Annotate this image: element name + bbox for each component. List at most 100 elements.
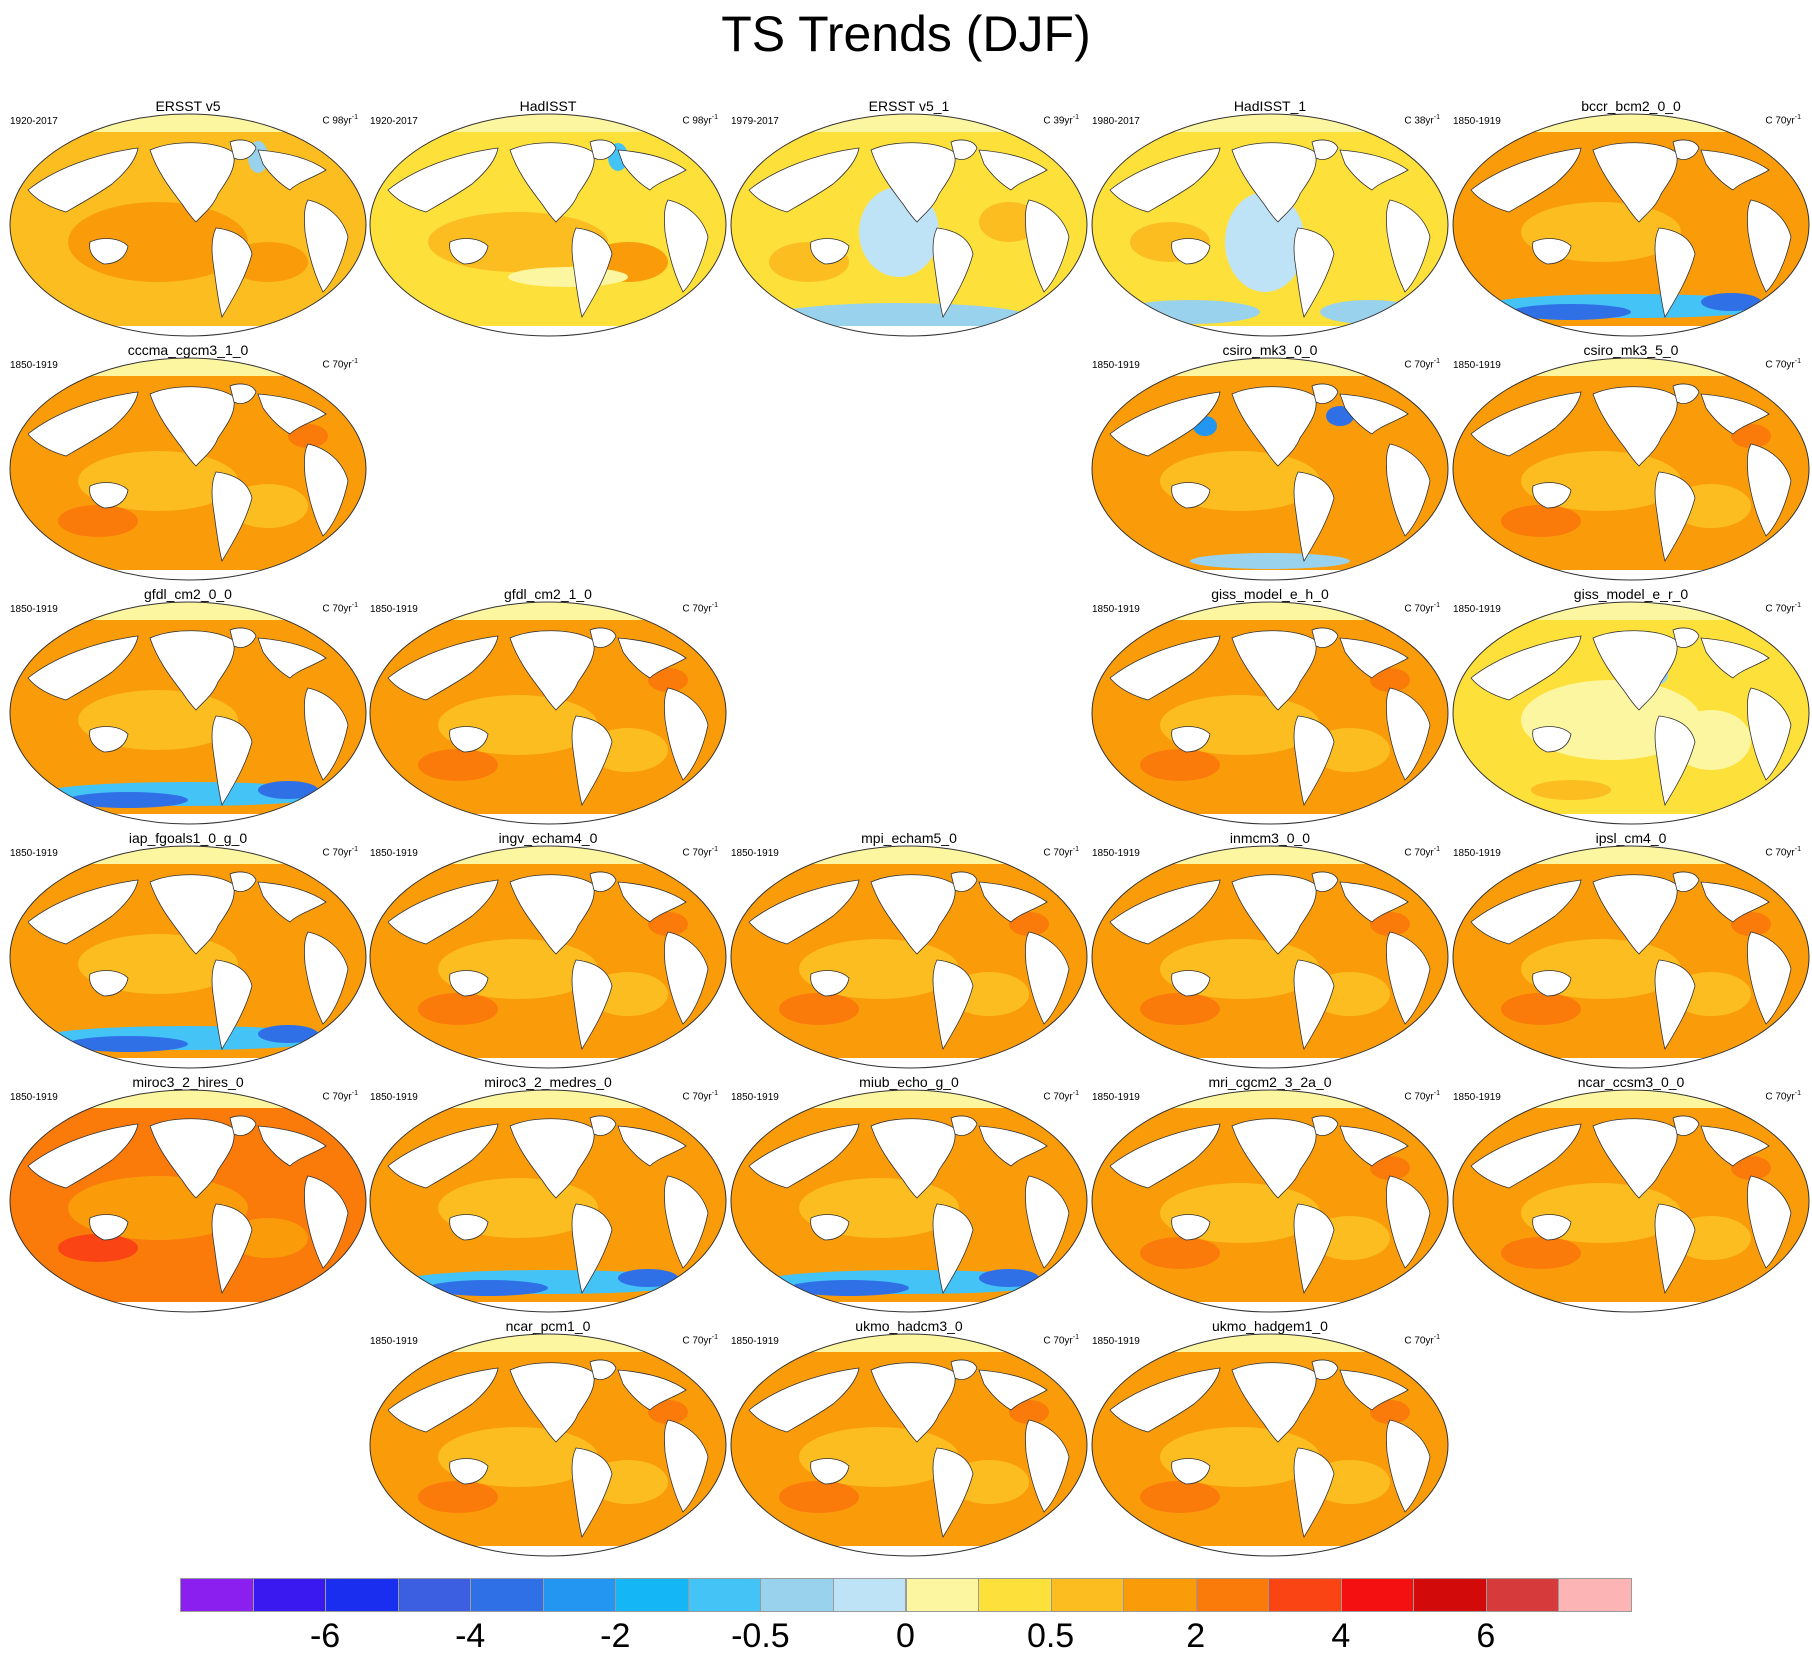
land-mass: [1171, 238, 1211, 265]
panel-unit: C 70yr-1: [1043, 846, 1079, 859]
map-border: [1091, 113, 1449, 337]
antarctica: [10, 814, 366, 824]
panel-period: 1850-1919: [1092, 848, 1140, 859]
land-mass: [509, 630, 595, 711]
trend-map: [1452, 357, 1810, 581]
land-mass: [1171, 1458, 1211, 1485]
land-mass: [27, 147, 139, 213]
land-mass: [589, 1115, 617, 1136]
trend-contour: [1320, 300, 1420, 324]
land-mass: [1231, 386, 1317, 467]
trend-contour: [979, 202, 1039, 242]
trend-contour: [1140, 993, 1220, 1025]
colorbar-box: [542, 1578, 617, 1612]
colorbar-box: [1558, 1578, 1632, 1612]
colorbar-box: [905, 1578, 980, 1612]
ocean-field: [370, 114, 726, 336]
map-border: [1452, 1089, 1810, 1313]
panel-unit: C 70yr-1: [1043, 1090, 1079, 1103]
land-mass: [748, 1367, 860, 1433]
land-mass: [449, 970, 489, 997]
panel-title: ncar_pcm1_0: [505, 1318, 591, 1334]
antarctica: [370, 814, 726, 824]
land-mass: [27, 391, 139, 457]
land-mass: [229, 871, 257, 892]
land-mass: [1311, 871, 1339, 892]
land-mass: [1654, 959, 1696, 1051]
antarctica: [1453, 326, 1809, 336]
panel-title: inmcm3_0_0: [1229, 830, 1311, 846]
land-mass: [1386, 687, 1431, 781]
land-mass: [1109, 147, 1221, 213]
land-mass: [1231, 1118, 1317, 1199]
ocean-field: [1092, 1090, 1448, 1312]
land-mass: [1470, 635, 1582, 701]
map-panel: gfdl_cm2_1_0 1850-1919 C 70yr-1: [368, 586, 728, 826]
trend-map: [1452, 113, 1810, 337]
trend-contour: [58, 505, 138, 537]
panel-unit: C 70yr-1: [1765, 1090, 1801, 1103]
land-mass: [1025, 199, 1070, 293]
land-mass: [1747, 1175, 1792, 1269]
map-border: [1452, 357, 1810, 581]
land-mass: [387, 879, 499, 945]
panel-period: 1850-1919: [10, 360, 58, 371]
ocean-field: [1453, 602, 1809, 824]
antarctica: [1092, 570, 1448, 580]
land-mass: [1311, 139, 1339, 160]
antarctica: [1453, 1058, 1809, 1068]
land-mass: [1700, 393, 1770, 435]
land-mass: [27, 1123, 139, 1189]
land-mass: [870, 1118, 956, 1199]
land-mass: [950, 1115, 978, 1136]
colorbar-box: [1485, 1578, 1560, 1612]
map-border: [1091, 1333, 1449, 1557]
panel-title: miroc3_2_hires_0: [132, 1074, 244, 1090]
panel-period: 1980-2017: [1092, 116, 1140, 127]
land-mass: [1293, 1203, 1335, 1295]
trend-contour: [648, 1400, 688, 1424]
land-mass: [1339, 393, 1409, 435]
land-mass: [1025, 1175, 1070, 1269]
land-mass: [664, 931, 709, 1025]
colorbar-tick-label: -0.5: [731, 1617, 790, 1655]
land-mass: [509, 1362, 595, 1443]
map-border: [1452, 601, 1810, 825]
land-mass: [304, 199, 349, 293]
trend-contour: [769, 303, 1029, 331]
panel-title: ERSST v5_1: [868, 98, 950, 114]
panel-unit: C 70yr-1: [682, 846, 718, 859]
land-mass: [229, 627, 257, 648]
trend-map: [369, 1333, 727, 1557]
land-mass: [1109, 879, 1221, 945]
land-mass: [571, 1447, 613, 1539]
map-panel: HadISST_1 1980-2017 C 38yr-1: [1090, 98, 1450, 338]
panel-title: giss_model_e_h_0: [1211, 586, 1329, 602]
ocean-field: [10, 846, 366, 1068]
land-mass: [571, 715, 613, 807]
ocean-field: [370, 1090, 726, 1312]
map-panel: ipsl_cm4_0 1850-1919 C 70yr-1: [1451, 830, 1811, 1070]
arctic-band: [731, 1090, 1087, 1108]
map-border: [9, 113, 367, 337]
land-mass: [149, 630, 235, 711]
trend-contour: [58, 1234, 138, 1262]
land-mass: [1747, 199, 1792, 293]
land-mass: [870, 874, 956, 955]
panel-unit: C 70yr-1: [1404, 358, 1440, 371]
land-mass: [304, 1175, 349, 1269]
map-border: [1091, 845, 1449, 1069]
trend-map: [9, 601, 367, 825]
land-mass: [89, 1214, 129, 1241]
ocean-field: [10, 114, 366, 336]
land-mass: [1747, 687, 1792, 781]
map-border: [9, 845, 367, 1069]
land-mass: [1293, 715, 1335, 807]
map-panel: miub_echo_g_0 1850-1919 C 70yr-1: [729, 1074, 1089, 1314]
trend-map: [1091, 113, 1449, 337]
map-border: [730, 113, 1088, 337]
land-mass: [978, 1369, 1048, 1411]
ocean-field: [731, 1334, 1087, 1556]
trend-map: [1452, 845, 1810, 1069]
panel-unit: C 70yr-1: [1765, 358, 1801, 371]
